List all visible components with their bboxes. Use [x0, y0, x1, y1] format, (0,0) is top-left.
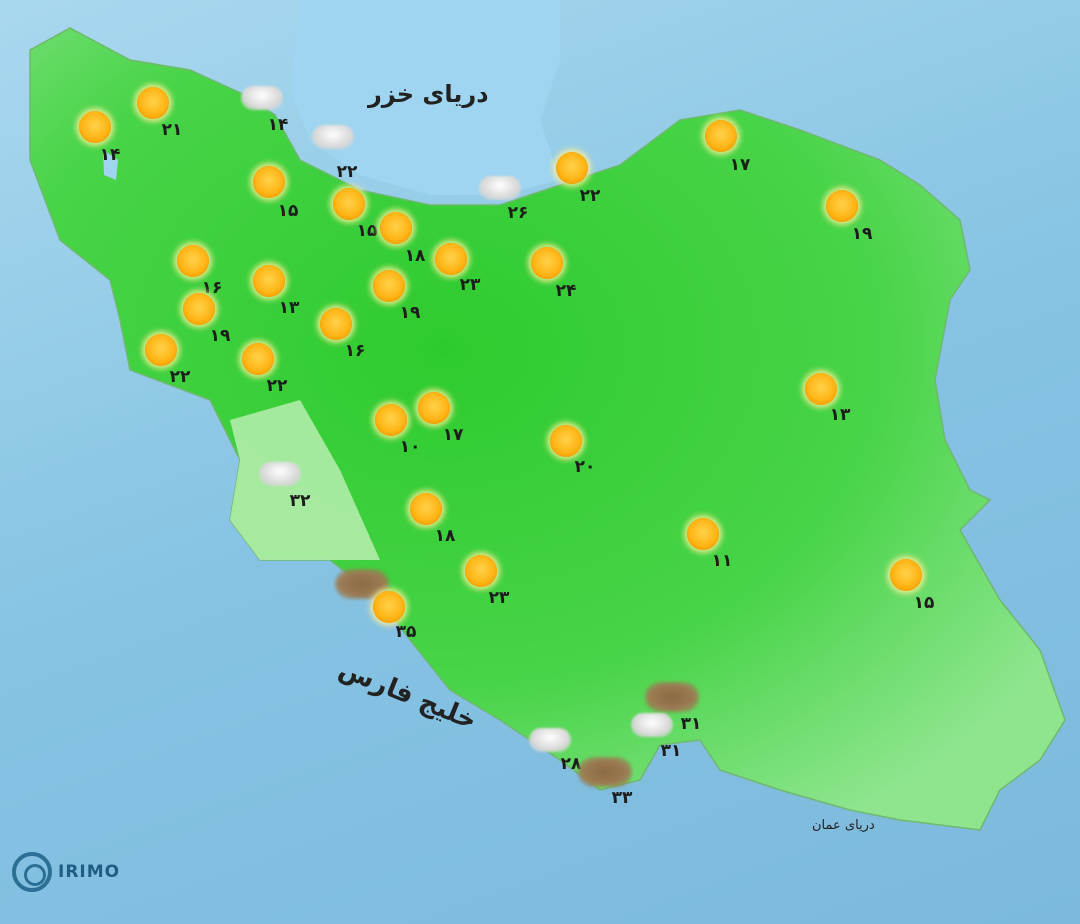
temperature-label: ۱۴: [267, 115, 289, 135]
temperature-label: ۱۳: [278, 298, 300, 318]
sun-icon: [375, 404, 407, 436]
sun-icon: [183, 293, 215, 325]
sun-icon: [410, 493, 442, 525]
temperature-label: ۲۲: [266, 376, 288, 396]
temperature-label: ۳۲: [289, 491, 311, 511]
sun-icon: [705, 120, 737, 152]
irimo-logo-icon: [12, 852, 52, 892]
sun-icon: [137, 87, 169, 119]
temperature-label: ۳۱: [660, 741, 682, 761]
sun-icon: [253, 166, 285, 198]
temperature-label: ۱۵: [356, 221, 378, 241]
temperature-label: ۳۵: [395, 622, 417, 642]
cloud-icon: [529, 728, 571, 752]
sun-icon: [556, 152, 588, 184]
temperature-label: ۲۶: [507, 203, 529, 223]
sun-icon: [550, 425, 582, 457]
sun-icon: [320, 308, 352, 340]
logo-text: IRIMO: [58, 862, 121, 882]
temperature-label: ۱۸: [404, 246, 426, 266]
sun-icon: [253, 265, 285, 297]
temperature-label: ۲۰: [574, 457, 596, 477]
temperature-label: ۱۹: [399, 303, 421, 323]
dust-icon: [645, 682, 699, 712]
temperature-label: ۱۹: [851, 224, 873, 244]
dust-icon: [578, 757, 632, 787]
sun-icon: [687, 518, 719, 550]
irimo-logo: IRIMO: [12, 852, 120, 892]
temperature-label: ۳۳: [611, 788, 633, 808]
temperature-label: ۱۱: [711, 551, 733, 571]
temperature-label: ۲۲: [169, 367, 191, 387]
sun-icon: [79, 111, 111, 143]
temperature-label: ۱۷: [729, 155, 751, 175]
temperature-label: ۱۶: [344, 341, 366, 361]
sun-icon: [805, 373, 837, 405]
temperature-label: ۱۳: [829, 405, 851, 425]
caspian-sea-label: دریای خزر: [368, 80, 489, 108]
temperature-label: ۱۶: [201, 278, 223, 298]
cloud-icon: [312, 125, 354, 149]
sun-icon: [435, 243, 467, 275]
temperature-label: ۱۷: [442, 425, 464, 445]
khuzestan-plain: [230, 400, 380, 560]
temperature-label: ۱۵: [913, 593, 935, 613]
cloud-icon: [241, 86, 283, 110]
sun-icon: [826, 190, 858, 222]
temperature-label: ۲۱: [161, 120, 183, 140]
sun-icon: [380, 212, 412, 244]
cloud-icon: [479, 176, 521, 200]
caspian-sea: [290, 0, 560, 195]
sun-icon: [890, 559, 922, 591]
temperature-label: ۱۵: [277, 201, 299, 221]
temperature-label: ۳۱: [680, 714, 702, 734]
sun-icon: [418, 392, 450, 424]
temperature-label: ۲۳: [488, 588, 510, 608]
sea-of-oman-label: دریای عمان: [812, 818, 875, 833]
cloud-icon: [631, 713, 673, 737]
temperature-label: ۲۲: [336, 162, 358, 182]
temperature-label: ۲۸: [560, 754, 582, 774]
sun-icon: [177, 245, 209, 277]
sun-icon: [333, 188, 365, 220]
sun-icon: [531, 247, 563, 279]
sun-icon: [242, 343, 274, 375]
lake-urmia: [103, 150, 118, 180]
temperature-label: ۱۴: [99, 145, 121, 165]
sun-icon: [373, 270, 405, 302]
temperature-label: ۲۳: [459, 275, 481, 295]
temperature-label: ۲۲: [579, 186, 601, 206]
sun-icon: [145, 334, 177, 366]
sun-icon: [465, 555, 497, 587]
temperature-label: ۱۹: [209, 326, 231, 346]
temperature-label: ۲۴: [555, 281, 577, 301]
sun-icon: [373, 591, 405, 623]
temperature-label: ۱۸: [434, 526, 456, 546]
cloud-icon: [259, 462, 301, 486]
temperature-label: ۱۰: [399, 437, 421, 457]
